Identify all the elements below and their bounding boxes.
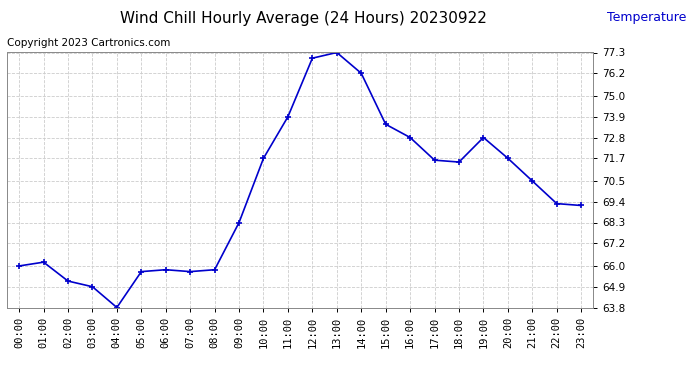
Text: Wind Chill Hourly Average (24 Hours) 20230922: Wind Chill Hourly Average (24 Hours) 202… bbox=[120, 11, 487, 26]
Text: Copyright 2023 Cartronics.com: Copyright 2023 Cartronics.com bbox=[7, 38, 170, 48]
Text: Temperature (°F): Temperature (°F) bbox=[607, 11, 690, 24]
